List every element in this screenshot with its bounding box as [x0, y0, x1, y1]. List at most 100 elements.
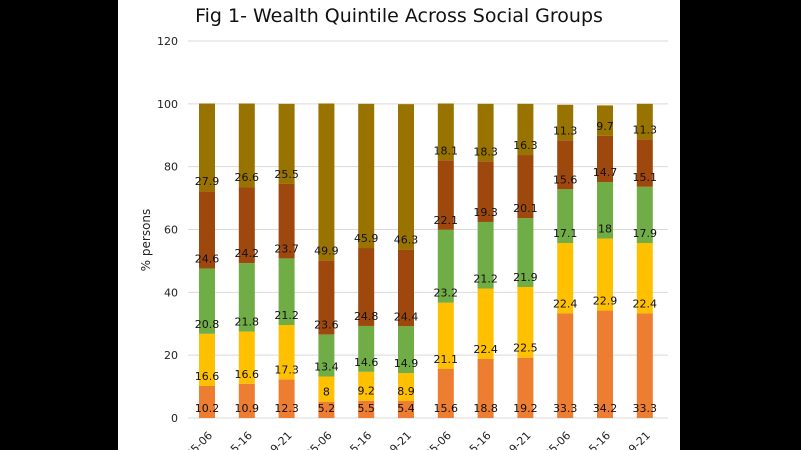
- data-label: 5.2: [318, 402, 336, 415]
- x-tick-label: 19-21: [382, 429, 414, 450]
- data-label: 8.9: [397, 385, 415, 398]
- y-tick-label: 0: [171, 412, 178, 425]
- bar-segment: [318, 103, 335, 261]
- bar-segment: [398, 326, 414, 374]
- bar-segment: [199, 103, 215, 192]
- data-label: 14.9: [394, 357, 419, 370]
- bar-segment: [398, 249, 414, 327]
- data-label: 21.2: [274, 309, 299, 322]
- bar-segment: [477, 161, 494, 222]
- data-label: 20.1: [513, 202, 538, 215]
- data-label: 22.9: [593, 295, 618, 308]
- data-label: 18.3: [473, 145, 498, 158]
- data-label: 13.4: [314, 361, 339, 374]
- data-label: 12.3: [274, 402, 299, 415]
- bar-segment: [398, 373, 414, 402]
- data-label: 24.6: [195, 252, 220, 265]
- data-label: 10.9: [235, 402, 259, 415]
- stacked-bar-chart: 0 20 40 60 80 100 120 % persons 10.2 16.6 20.8 24.6…: [139, 35, 668, 450]
- data-label: 21.9: [513, 271, 538, 284]
- bar-segment: [517, 155, 534, 219]
- data-label: 17.9: [633, 227, 658, 240]
- data-label: 15.6: [553, 173, 578, 186]
- data-label: 21.1: [434, 353, 459, 366]
- bar-segment: [318, 334, 335, 377]
- data-label: 18.1: [434, 144, 459, 157]
- data-label: 34.2: [593, 402, 618, 415]
- x-tick-label: 19-21: [502, 429, 534, 450]
- bar-segment: [199, 268, 215, 334]
- bar-segment: [477, 103, 494, 162]
- bar-segment: [597, 135, 613, 183]
- data-label: 22.1: [434, 214, 459, 227]
- data-label: 23.2: [434, 287, 459, 300]
- bar-segment: [398, 401, 414, 418]
- bar-segment: [636, 243, 653, 314]
- data-label: 5.4: [397, 402, 415, 415]
- y-tick-label: 20: [164, 349, 178, 362]
- y-tick-label: 40: [164, 286, 178, 299]
- x-tick-label: 19-21: [263, 429, 295, 450]
- data-label: 18: [598, 223, 612, 236]
- x-tick-label: 15-16: [581, 429, 613, 450]
- data-label: 11.3: [633, 123, 658, 136]
- bar-segment: [477, 221, 494, 289]
- bar-segment: [597, 238, 613, 311]
- bar-segment: [278, 379, 295, 418]
- bar-segment: [238, 263, 255, 332]
- bar-segment: [278, 325, 295, 380]
- bar-segment: [238, 331, 255, 384]
- bar-segment: [517, 218, 534, 287]
- bar-segment: [636, 103, 653, 140]
- y-axis-title: % persons: [139, 209, 153, 272]
- bar-segment: [318, 401, 335, 418]
- data-label: 9.7: [596, 120, 614, 133]
- bar-segment: [358, 248, 375, 326]
- data-label: 21.2: [473, 273, 498, 286]
- data-label: 16.3: [513, 139, 538, 152]
- data-label: 17.1: [553, 227, 578, 240]
- data-label: 17.3: [274, 363, 299, 376]
- data-label: 33.3: [633, 402, 658, 415]
- bar-segment: [517, 286, 534, 358]
- bar-segment: [557, 140, 574, 190]
- data-label: 46.3: [394, 234, 419, 247]
- x-tick-label: 05-06: [542, 429, 574, 450]
- bar-segment: [358, 103, 375, 249]
- bar-segment: [278, 183, 295, 259]
- bar-segment: [597, 105, 613, 136]
- data-label: 22.4: [473, 343, 498, 356]
- chart-title: Fig 1- Wealth Quintile Across Social Gro…: [195, 5, 603, 27]
- data-label: 24.8: [354, 310, 379, 323]
- x-tick-label: 15-16: [343, 429, 375, 450]
- y-tick-label: 80: [164, 161, 178, 174]
- data-label: 49.9: [314, 244, 339, 257]
- x-tick-label: 15-16: [462, 429, 494, 450]
- y-tick-label: 60: [164, 224, 178, 237]
- data-label: 18.8: [473, 402, 498, 415]
- bar-segment: [358, 400, 375, 418]
- data-label: 15.6: [434, 402, 459, 415]
- data-label: 27.9: [195, 175, 220, 188]
- data-label: 9.2: [357, 385, 375, 398]
- bar-segment: [437, 302, 454, 369]
- bar-segment: [358, 371, 375, 401]
- bar-segment: [597, 182, 613, 239]
- x-tick-label: 05-06: [422, 429, 454, 450]
- data-label: 33.3: [553, 402, 578, 415]
- bar-segment: [278, 103, 295, 184]
- data-label: 5.5: [357, 402, 375, 415]
- bar-segment: [238, 103, 255, 188]
- x-tick-label: 05-06: [183, 429, 215, 450]
- bar-segment: [199, 333, 215, 386]
- bar-segment: [238, 383, 255, 418]
- bar-segment: [278, 258, 295, 326]
- data-label: 23.6: [314, 318, 339, 331]
- data-label: 24.4: [394, 310, 419, 323]
- bar-segment: [199, 191, 215, 269]
- data-label: 14.6: [354, 356, 379, 369]
- data-label: 14.7: [593, 166, 618, 179]
- data-label: 11.3: [553, 124, 578, 137]
- bar-segment: [557, 243, 574, 314]
- data-label: 19.3: [473, 206, 498, 219]
